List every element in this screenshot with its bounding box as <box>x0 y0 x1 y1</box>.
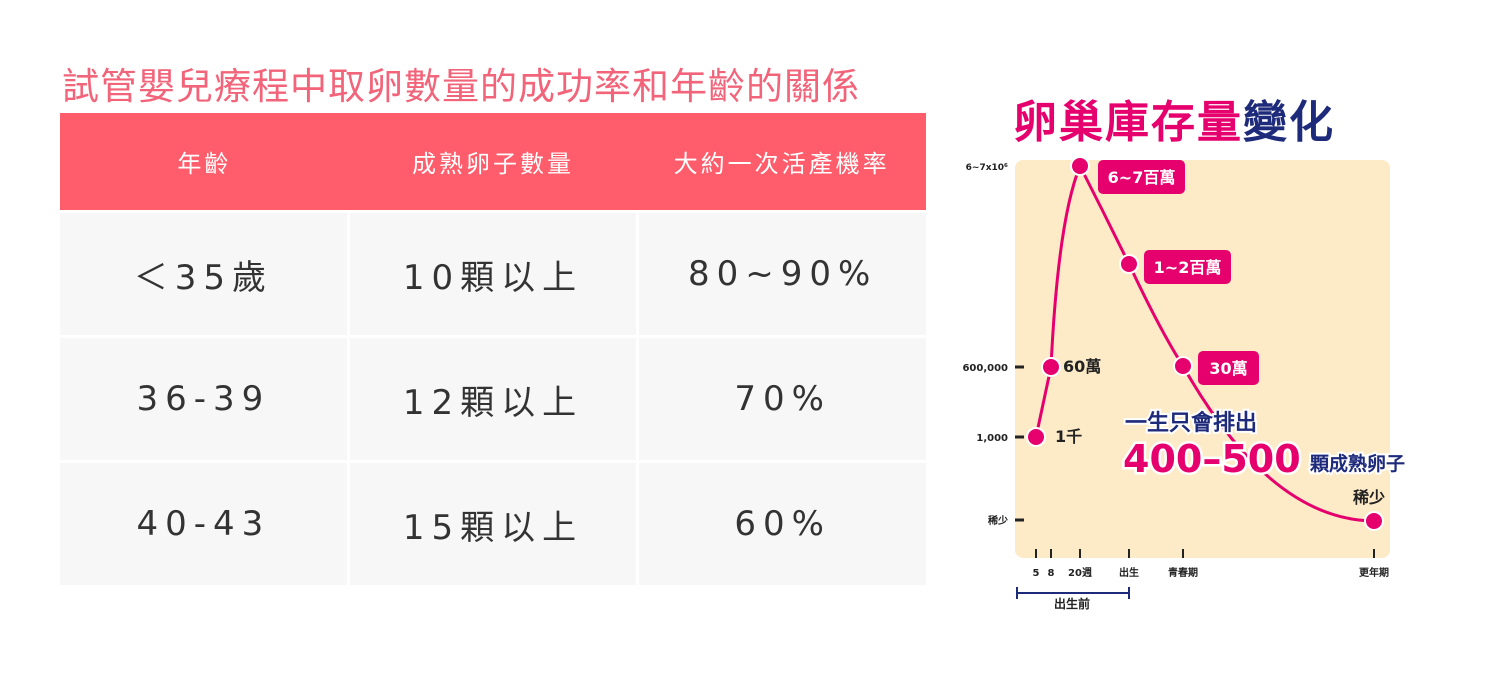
table-header: 年齡 成熟卵子數量 大約一次活產機率 <box>60 113 926 210</box>
cell-rate: 80~90% <box>639 213 927 335</box>
x-tick-label: 20週 <box>1068 567 1092 579</box>
annotation-suffix: 顆成熟卵子 <box>1310 452 1405 475</box>
x-tick-label: 更年期 <box>1359 566 1389 579</box>
table-row: 40-43 15顆以上 60% <box>60 463 927 585</box>
chart-title-part2: 變化 <box>1243 97 1335 148</box>
annotation-number: 400–500 <box>1123 437 1301 481</box>
cell-egg-count: 12顆以上 <box>349 338 637 460</box>
cell-rate: 60% <box>639 463 927 585</box>
data-label: 6~7百萬 <box>1108 168 1176 187</box>
data-label-badge <box>1098 160 1185 194</box>
cell-age: ＜35歲 <box>60 213 347 335</box>
y-tick-label: 稀少 <box>988 514 1008 527</box>
data-label: 60萬 <box>1063 357 1101 376</box>
chart-title: 卵巢庫存量變化 <box>1013 86 1335 150</box>
cell-egg-count: 10顆以上 <box>349 213 637 335</box>
chart-title-part1: 卵巢庫存量 <box>1013 97 1243 148</box>
data-point <box>1026 427 1046 447</box>
x-tick-label: 8 <box>1048 568 1055 579</box>
data-point <box>1173 356 1193 376</box>
table-row: ＜35歲 10顆以上 80~90% <box>60 213 927 335</box>
x-tick-label: 出生 <box>1119 566 1139 579</box>
data-point <box>1364 511 1384 531</box>
data-point <box>1119 254 1139 274</box>
success-rate-table: 年齡 成熟卵子數量 大約一次活產機率 ＜35歲 10顆以上 80~90% 36-… <box>60 113 927 585</box>
data-label: 1~2百萬 <box>1154 258 1222 277</box>
y-tick-label: 6~7x10⁶ <box>966 163 1008 173</box>
data-point <box>1041 357 1061 377</box>
header-age: 年齡 <box>177 150 232 178</box>
data-label: 30萬 <box>1209 359 1247 378</box>
x-tick-label: 5 <box>1033 568 1040 579</box>
bracket-label: 出生前 <box>1054 596 1090 611</box>
page-title: 試管嬰兒療程中取卵數量的成功率和年齡的關係 <box>62 65 860 108</box>
data-label-badge <box>1144 250 1231 284</box>
cell-age: 40-43 <box>60 463 347 585</box>
data-point <box>1070 156 1090 176</box>
x-tick-label: 青春期 <box>1168 566 1198 579</box>
cell-egg-count: 15顆以上 <box>349 463 637 585</box>
data-label: 1千 <box>1055 427 1082 446</box>
header-live-birth-rate: 大約一次活產機率 <box>673 150 890 178</box>
annotation-line1: 一生只會排出 <box>1125 410 1257 436</box>
data-label-badge <box>1198 351 1259 385</box>
y-tick-label: 600,000 <box>962 363 1008 374</box>
cell-age: 36-39 <box>60 338 347 460</box>
prenatal-bracket <box>1016 587 1130 599</box>
y-tick-label: 1,000 <box>976 433 1008 444</box>
header-egg-count: 成熟卵子數量 <box>412 150 574 178</box>
data-label: 稀少 <box>1353 488 1385 507</box>
table-row: 36-39 12顆以上 70% <box>60 338 927 460</box>
cell-rate: 70% <box>639 338 927 460</box>
